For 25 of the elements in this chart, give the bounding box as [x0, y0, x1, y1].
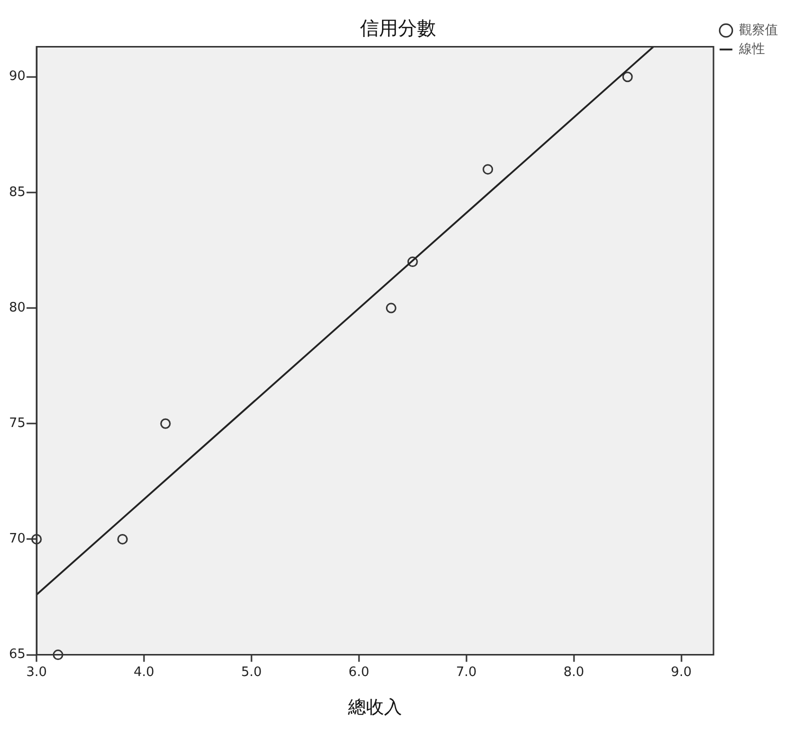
point	[622, 72, 633, 82]
x-tick-label: 6.0	[348, 664, 370, 680]
point	[160, 418, 171, 429]
x-tick-label: 8.0	[563, 664, 584, 680]
y-tick-label: 65	[8, 647, 26, 662]
x-tick-label: 3.0	[26, 664, 47, 680]
x-tick-label: 9.0	[670, 664, 692, 680]
x-tick-label: 7.0	[456, 664, 477, 680]
y-tick-label: 75	[8, 416, 26, 431]
point	[31, 534, 42, 544]
y-tick-label: 70	[8, 532, 26, 547]
point	[386, 302, 396, 314]
point	[482, 164, 494, 175]
x-tick-label: 4.0	[134, 664, 154, 680]
x-tick-label: 5.0	[241, 664, 262, 680]
legend-label: 觀察值	[739, 22, 778, 38]
legend-label: 線性	[738, 42, 765, 57]
x-axis-title: 總收入	[347, 696, 402, 718]
y-tick-label: 85	[8, 184, 26, 200]
point	[407, 256, 418, 268]
y-tick-label: 90	[8, 69, 26, 84]
y-tick-label: 80	[8, 300, 26, 316]
point	[52, 650, 64, 660]
chart-title: 信用分數	[360, 17, 436, 40]
point	[117, 534, 128, 544]
